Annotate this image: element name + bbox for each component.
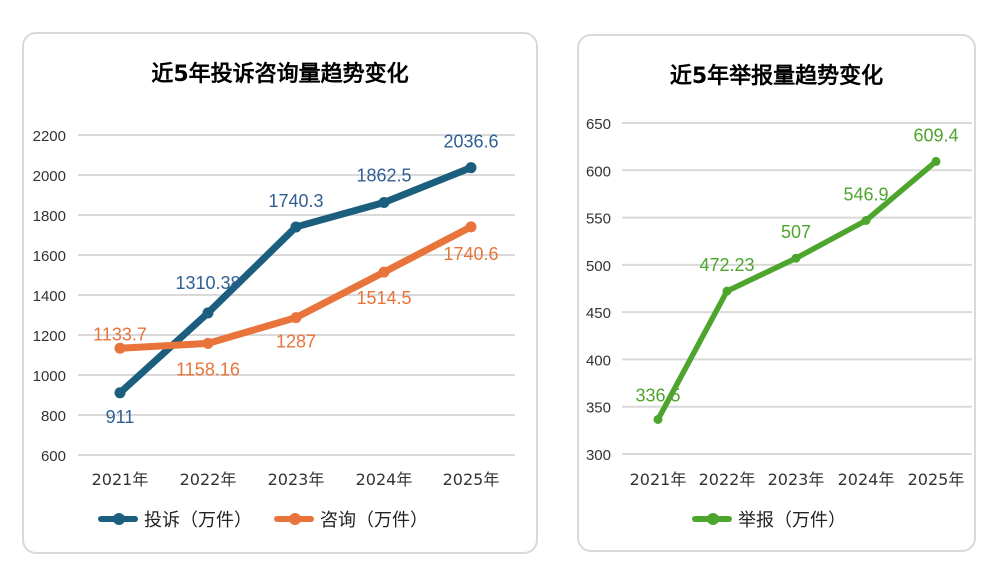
x-tick-label: 2022年 [180, 470, 237, 489]
legend: 举报（万件） [692, 506, 868, 532]
chart-title: 近5年举报量趋势变化 [669, 64, 884, 89]
data-point [465, 221, 477, 233]
legend-item-consults[interactable]: 咨询（万件） [274, 506, 428, 532]
report-chart-panel: 近5年举报量趋势变化 [577, 34, 976, 552]
series-line [116, 223, 475, 352]
data-label: 1862.5 [356, 166, 411, 186]
x-tick-label: 2024年 [356, 470, 413, 489]
data-point [202, 307, 214, 319]
y-tick-label: 400 [586, 352, 611, 369]
y-tick-label: 350 [586, 400, 611, 417]
x-tick-label: 2022年 [699, 470, 756, 489]
data-point [378, 197, 390, 208]
y-tick-label: 650 [586, 116, 611, 133]
complaint-consult-chart-panel: 近5年投诉咨询量趋势变化 [22, 32, 538, 554]
data-point [861, 216, 871, 226]
data-point [114, 387, 126, 399]
y-tick-label: 2000 [33, 168, 66, 185]
y-tick-label: 1400 [33, 288, 66, 305]
legend-item-reports[interactable]: 举报（万件） [692, 506, 846, 532]
data-label: 1158.16 [176, 359, 240, 379]
legend-swatch [98, 513, 138, 525]
data-label: 1310.38 [175, 273, 240, 293]
data-label: 609.4 [913, 125, 958, 145]
x-tick-label: 2021年 [92, 470, 149, 489]
data-label: 1740.3 [268, 191, 323, 211]
data-point [791, 253, 801, 263]
data-point [465, 162, 477, 174]
y-tick-label: 1800 [33, 208, 66, 225]
x-tick-label: 2024年 [838, 470, 895, 489]
y-tick-label: 500 [586, 258, 611, 275]
y-tick-label: 1600 [33, 248, 66, 265]
chart-title: 近5年投诉咨询量趋势变化 [151, 62, 409, 87]
x-tick-label: 2023年 [768, 470, 825, 489]
data-point [114, 342, 126, 354]
data-point [653, 414, 663, 424]
data-label: 472.23 [699, 255, 754, 275]
data-point [378, 266, 390, 278]
data-point [931, 156, 941, 166]
y-tick-label: 1200 [33, 328, 66, 345]
data-label: 1514.5 [356, 288, 411, 308]
data-point [290, 221, 302, 233]
legend-item-complaints[interactable]: 投诉（万件） [98, 506, 252, 532]
y-tick-label: 450 [586, 305, 611, 322]
y-tick-label: 2200 [33, 128, 66, 145]
legend: 投诉（万件） 咨询（万件） [98, 506, 450, 532]
data-label: 1133.7 [93, 324, 147, 344]
y-tick-label: 550 [586, 211, 611, 228]
x-tick-label: 2025年 [443, 470, 500, 489]
x-tick-label: 2025年 [908, 470, 965, 489]
y-tick-label: 600 [41, 448, 66, 465]
legend-swatch [274, 513, 314, 525]
data-point [290, 312, 302, 324]
data-point [722, 286, 732, 296]
data-point [202, 337, 214, 349]
data-label: 507 [781, 222, 811, 242]
data-label: 911 [106, 407, 135, 427]
x-tick-label: 2021年 [630, 470, 687, 489]
series-line [655, 158, 939, 423]
y-tick-label: 1000 [33, 368, 66, 385]
data-label: 1287 [276, 332, 316, 352]
y-tick-label: 800 [41, 408, 66, 425]
legend-label: 投诉（万件） [144, 510, 252, 531]
data-label: 1740.6 [443, 244, 498, 264]
legend-label: 举报（万件） [738, 510, 846, 531]
x-tick-label: 2023年 [268, 470, 325, 489]
legend-swatch [692, 513, 732, 525]
data-label: 546.9 [843, 185, 888, 205]
legend-label: 咨询（万件） [320, 510, 428, 531]
data-label: 336.5 [635, 385, 680, 405]
y-tick-label: 300 [586, 447, 611, 464]
y-tick-label: 600 [586, 163, 611, 180]
data-label: 2036.6 [443, 132, 498, 152]
